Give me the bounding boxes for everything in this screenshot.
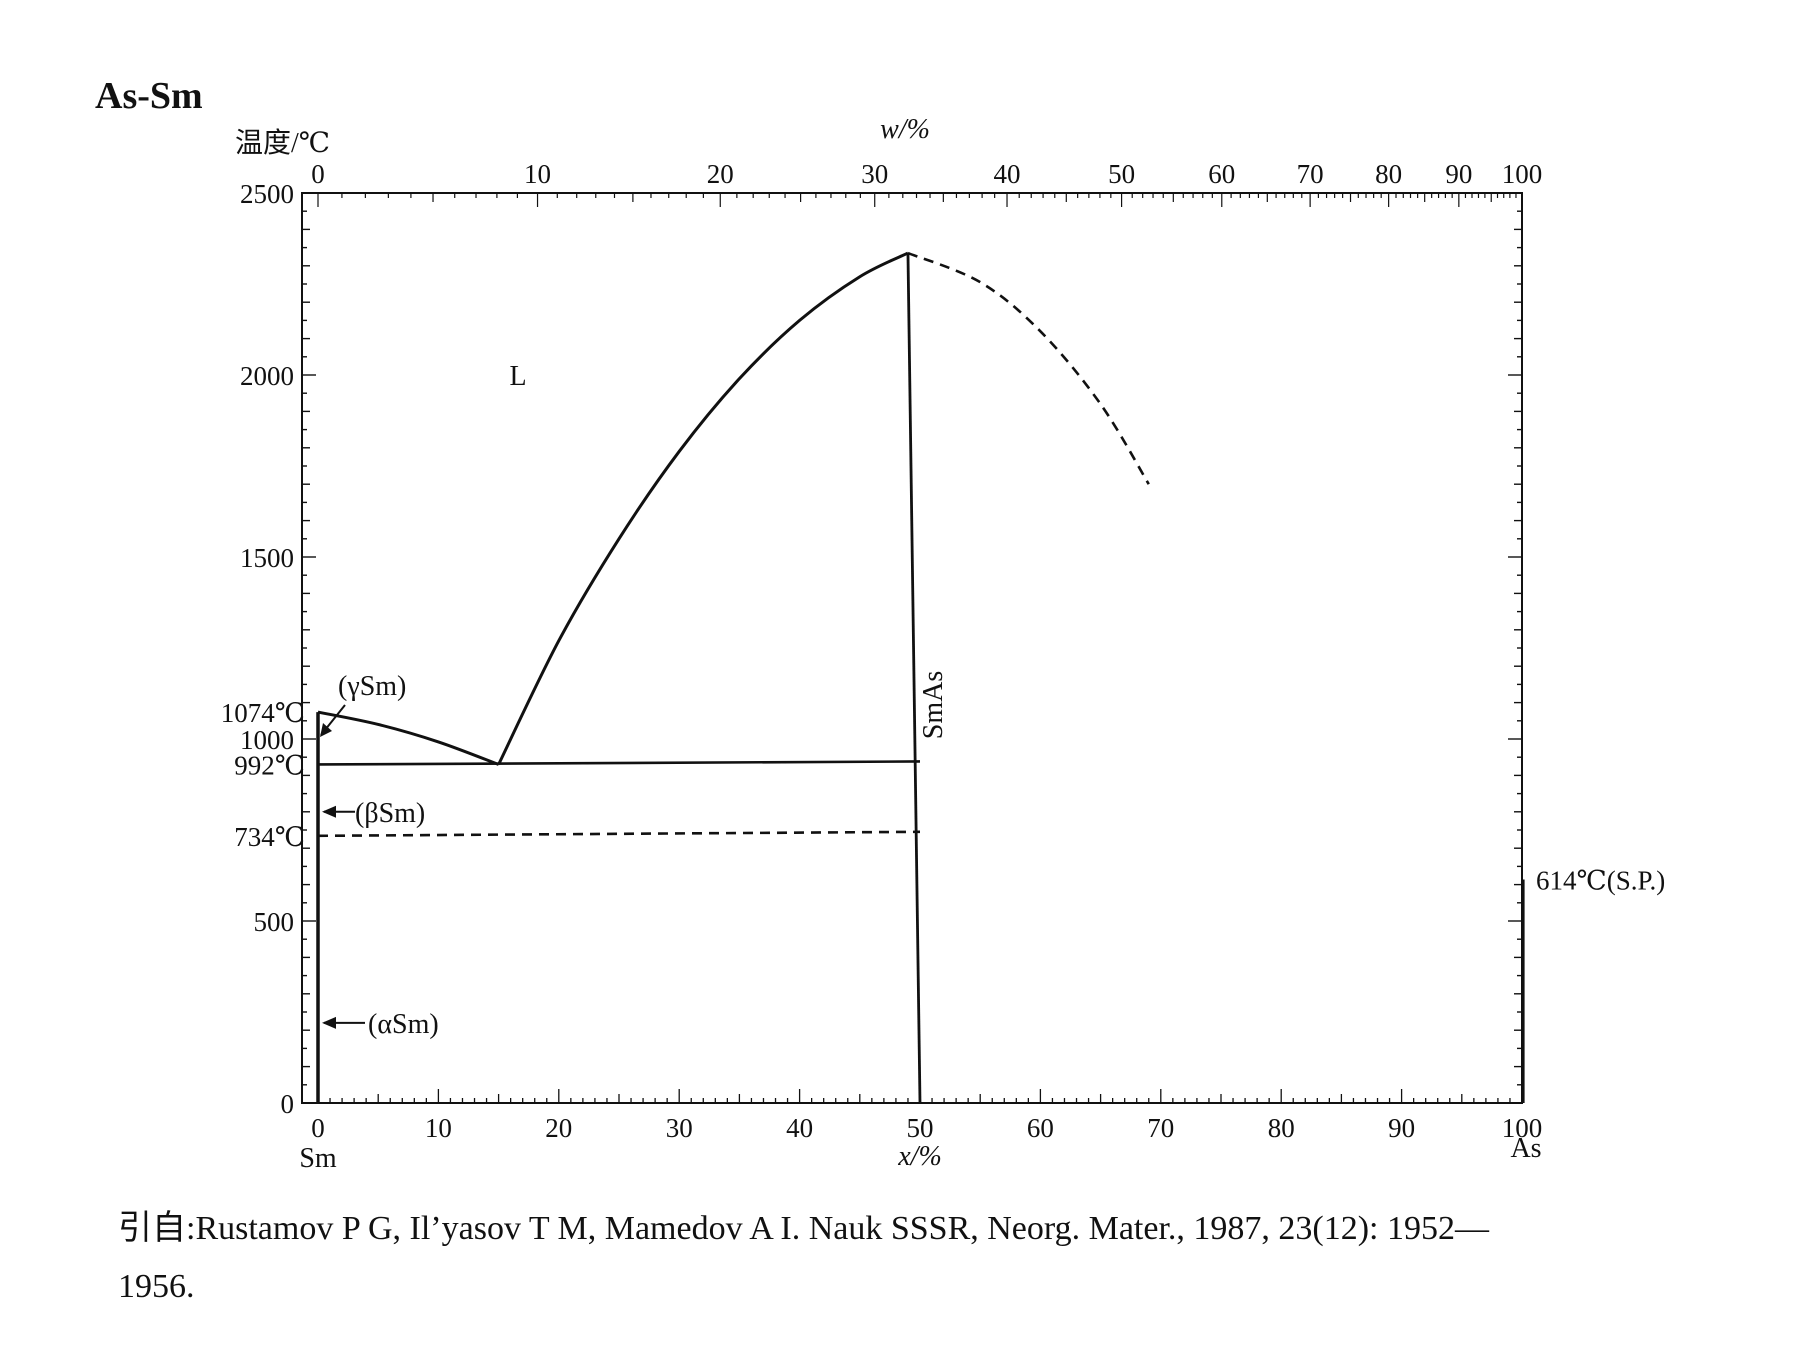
temp-label-734: 734℃: [234, 822, 305, 852]
element-as-label: As: [1510, 1133, 1541, 1164]
x-top-tick-label: 40: [994, 159, 1021, 189]
x-bottom-tick-label: 40: [786, 1113, 813, 1143]
phase-label-alpha-sm: (αSm): [368, 1009, 439, 1040]
x-bottom-tick-label: 0: [311, 1113, 325, 1143]
x-top-axis-label: w/%: [880, 114, 930, 145]
x-top-tick-label: 0: [311, 159, 325, 189]
temp-label-992: 992℃: [234, 750, 305, 780]
x-top-tick-label: 70: [1297, 159, 1324, 189]
y-tick-label: 2500: [240, 179, 294, 209]
y-axis-label: 温度/℃: [235, 127, 330, 159]
x-bottom-tick-label: 100: [1502, 1113, 1543, 1143]
x-bottom-tick-label: 30: [666, 1113, 693, 1143]
transition-734-dashed-line: [317, 830, 921, 838]
gamma-sm-arrow: [320, 723, 332, 737]
beta-sm-arrow: [322, 805, 336, 818]
diagram-title: As-Sm: [95, 75, 203, 117]
y-tick-label: 500: [254, 907, 295, 937]
y-tick-label: 0: [281, 1089, 295, 1119]
x-bottom-tick-label: 20: [545, 1113, 572, 1143]
phase-label-smas: SmAs: [918, 671, 949, 739]
x-bottom-axis-label: x/%: [897, 1141, 942, 1172]
element-sm-label: Sm: [299, 1143, 337, 1174]
liquidus-right-curve: [497, 251, 909, 766]
y-tick-label: 2000: [240, 361, 294, 391]
phase-label-beta-sm: (βSm): [355, 798, 425, 829]
liquidus-dashed-curve: [907, 251, 1150, 485]
liquidus-left-curve: [317, 710, 500, 766]
x-top-tick-label: 50: [1108, 159, 1135, 189]
y-tick-label: 1500: [240, 543, 294, 573]
citation-line-2: 1956.: [118, 1268, 195, 1305]
x-bottom-tick-label: 10: [425, 1113, 452, 1143]
x-bottom-tick-label: 70: [1147, 1113, 1174, 1143]
x-bottom-tick-label: 90: [1388, 1113, 1415, 1143]
eutectic-line: [317, 760, 921, 766]
x-top-tick-label: 20: [707, 159, 734, 189]
x-bottom-tick-label: 50: [907, 1113, 934, 1143]
x-bottom-tick-label: 80: [1268, 1113, 1295, 1143]
temp-label-614-sp: 614℃(S.P.): [1536, 866, 1665, 896]
phase-label-gamma-sm: (γSm): [338, 671, 406, 702]
x-top-tick-label: 60: [1208, 159, 1235, 189]
y-tick-label: 1000: [240, 725, 294, 755]
x-bottom-tick-label: 60: [1027, 1113, 1054, 1143]
temp-label-1074: 1074℃: [221, 698, 305, 728]
x-top-tick-label: 10: [524, 159, 551, 189]
x-top-tick-label: 30: [861, 159, 888, 189]
citation: 引自:Rustamov P G, Il’yasov T M, Mamedov A…: [118, 1200, 1778, 1316]
x-top-tick-label: 90: [1445, 159, 1472, 189]
smas-compound-line: [906, 253, 922, 1104]
x-top-tick-label: 80: [1375, 159, 1402, 189]
phase-label-liquid: L: [509, 361, 526, 392]
alpha-sm-arrow: [322, 1016, 336, 1029]
x-top-tick-label: 100: [1502, 159, 1543, 189]
citation-line-1: 引自:Rustamov P G, Il’yasov T M, Mamedov A…: [118, 1210, 1490, 1247]
plot-frame: [301, 192, 1523, 1104]
